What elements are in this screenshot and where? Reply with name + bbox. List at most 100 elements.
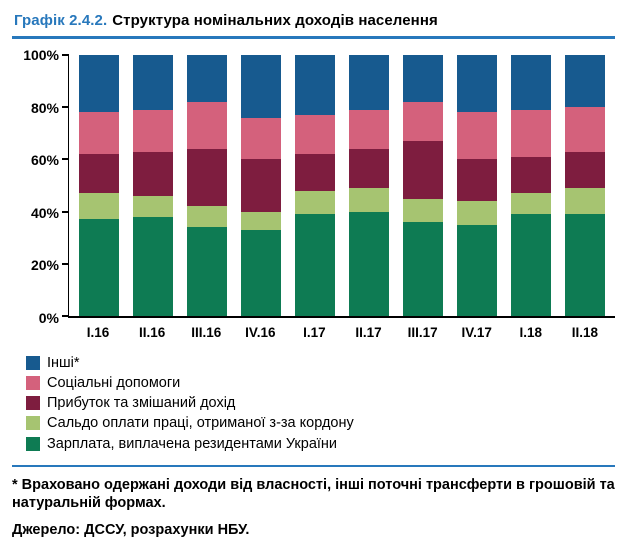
stacked-bar — [565, 55, 605, 316]
bar-segment — [565, 107, 605, 152]
bar-segment — [79, 112, 119, 155]
legend-item: Прибуток та змішаний дохід — [26, 394, 615, 412]
bar-segment — [457, 201, 497, 225]
y-tick-label: 100% — [23, 47, 59, 63]
y-tick-label: 80% — [30, 99, 59, 116]
stacked-bar — [403, 55, 443, 316]
legend-label: Прибуток та змішаний дохід — [47, 395, 236, 412]
bar-segment — [511, 55, 551, 110]
y-axis: 0% 20% 40% 60% 80% 100% — [12, 48, 68, 325]
x-tick-label: IV.17 — [461, 325, 492, 340]
x-tick-label: III.16 — [191, 325, 222, 340]
bar-segment — [241, 211, 281, 230]
bar-segment — [349, 109, 389, 149]
bar-segment — [349, 148, 389, 189]
stacked-bar — [187, 55, 227, 316]
y-tick-mark — [62, 262, 69, 265]
legend: Інші* Соціальні допомоги Прибуток та зміша… — [26, 354, 615, 453]
bar-segment — [403, 198, 443, 223]
legend-swatch — [26, 396, 40, 411]
legend-swatch — [26, 416, 40, 431]
legend-item: Інші* — [26, 354, 615, 372]
bar-segment — [295, 154, 335, 191]
stacked-bar — [133, 55, 173, 316]
bottom-divider — [12, 464, 615, 467]
top-divider — [12, 36, 615, 39]
stacked-bar — [511, 55, 551, 316]
bar-segment — [457, 159, 497, 202]
bar-segment — [79, 154, 119, 194]
bar-segment — [187, 206, 227, 228]
x-tick-label: I.17 — [303, 325, 326, 340]
bar-segment — [565, 214, 605, 316]
bar-segment — [187, 148, 227, 207]
bar-segment — [241, 229, 281, 316]
bar-segment — [565, 55, 605, 108]
x-axis-labels: I.16 II.16 III.16 IV.16 I.17 II.17 III.17 IV.17… — [68, 325, 615, 340]
legend-swatch — [26, 356, 40, 371]
stacked-bar — [457, 55, 497, 316]
stacked-bar-chart: 0% 20% 40% 60% 80% 100% I.16 II.16 III.16 IV.16 I… — [12, 48, 615, 340]
y-tick-mark — [62, 106, 69, 109]
legend-label: Інші* — [47, 355, 80, 371]
y-tick-label: 60% — [30, 152, 59, 169]
bar-segment — [187, 55, 227, 103]
y-tick-mark — [62, 210, 69, 213]
footnote: * Враховано одержані доходи від власност… — [12, 476, 615, 512]
bar-segment — [403, 102, 443, 142]
plot-area — [62, 54, 615, 318]
bar-segment — [457, 224, 497, 316]
bar-segment — [565, 151, 605, 189]
y-tick-label: 40% — [30, 204, 59, 221]
bar-segment — [511, 193, 551, 215]
stacked-bar — [241, 55, 281, 316]
stacked-bar — [349, 55, 389, 316]
bar-segment — [79, 55, 119, 113]
bar-segment — [457, 55, 497, 113]
legend-swatch — [26, 376, 40, 391]
bar-segment — [241, 117, 281, 160]
bar-segment — [133, 55, 173, 110]
stacked-bar — [79, 55, 119, 316]
chart-title: Графік 2.4.2. Структура номінальних доход… — [12, 8, 615, 36]
bar-segment — [349, 211, 389, 316]
y-tick-mark — [62, 54, 69, 56]
bar-segment — [457, 112, 497, 160]
chart-card: Графік 2.4.2. Структура номінальних доход… — [12, 8, 615, 539]
bar-segment — [79, 193, 119, 220]
bar-segment — [187, 227, 227, 316]
x-tick-label: II.17 — [355, 325, 382, 340]
x-tick-label: III.17 — [407, 325, 438, 340]
x-tick-label: IV.16 — [245, 325, 276, 340]
chart-title-text: Структура номінальних доходів населення — [112, 12, 438, 29]
legend-label: Соціальні допомоги — [47, 375, 181, 392]
bar-segment — [241, 159, 281, 212]
bar-segment — [403, 55, 443, 103]
bar-segment — [133, 151, 173, 196]
bar-segment — [349, 188, 389, 212]
legend-label: Зарплата, виплачена резидентами України — [47, 435, 338, 452]
x-tick-label: I.16 — [86, 325, 110, 340]
y-tick-label: 20% — [30, 257, 59, 274]
legend-item: Зарплата, виплачена резидентами України — [26, 435, 615, 453]
x-tick-label: II.16 — [139, 325, 166, 340]
bar-segment — [295, 115, 335, 155]
bar-segment — [133, 195, 173, 217]
bar-segment — [295, 190, 335, 215]
y-tick-mark — [62, 315, 69, 317]
bar-segment — [133, 109, 173, 152]
y-tick-label: 0% — [38, 310, 59, 326]
bar-segment — [511, 156, 551, 194]
legend-label: Сальдо оплати праці, отриманої з-за корд… — [47, 415, 354, 432]
source: Джерело: ДССУ, розрахунки НБУ. — [12, 522, 250, 539]
bar-segment — [295, 55, 335, 116]
bar-segment — [295, 214, 335, 316]
bar-segment — [403, 222, 443, 316]
bar-segment — [187, 102, 227, 149]
bar-segment — [241, 55, 281, 118]
legend-item: Сальдо оплати праці, отриманої з-за корд… — [26, 414, 615, 432]
bar-segment — [79, 219, 119, 316]
bar-segment — [511, 109, 551, 157]
legend-swatch — [26, 436, 40, 451]
bar-segment — [511, 214, 551, 316]
